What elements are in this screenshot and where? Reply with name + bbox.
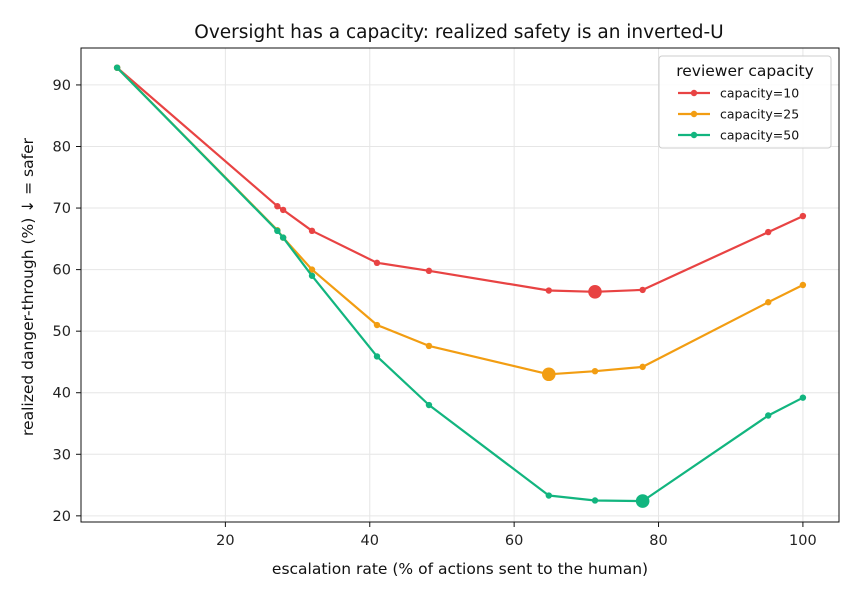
legend-label: capacity=10 <box>720 86 799 101</box>
data-point <box>425 267 433 275</box>
data-point <box>765 228 772 236</box>
data-point <box>591 497 599 504</box>
legend-title: reviewer capacity <box>676 62 814 80</box>
data-point <box>591 367 599 375</box>
data-point <box>373 259 381 267</box>
data-point <box>274 227 281 235</box>
y-tick-label: 40 <box>53 386 71 402</box>
y-tick-label: 50 <box>53 324 71 340</box>
y-axis-label: realized danger-through (%) ↓ = safer <box>19 137 37 436</box>
data-point <box>373 321 381 329</box>
data-point <box>425 401 433 409</box>
legend-entry: capacity=50 <box>678 128 799 143</box>
data-point <box>545 492 552 499</box>
minimum-marker <box>588 284 602 299</box>
data-point <box>765 299 772 306</box>
data-point <box>799 394 807 401</box>
legend-entry: capacity=25 <box>678 107 799 122</box>
series-layer <box>113 64 807 508</box>
series-capacity-50 <box>113 64 807 508</box>
y-tick-label: 60 <box>53 263 71 279</box>
x-axis-label: escalation rate (% of actions sent to th… <box>272 560 648 578</box>
legend-label: capacity=25 <box>720 107 799 122</box>
ticks: 20 40 60 80 100 20 30 40 50 60 70 80 90 <box>53 78 817 549</box>
y-tick-label: 20 <box>53 509 71 525</box>
data-point <box>279 234 287 241</box>
data-point <box>425 342 433 350</box>
data-point <box>765 412 772 419</box>
x-tick-label: 60 <box>505 533 523 549</box>
x-tick-label: 20 <box>216 533 234 549</box>
legend-label: capacity=50 <box>720 128 799 143</box>
y-tick-label: 80 <box>53 139 71 155</box>
legend-swatch-marker <box>690 110 698 118</box>
x-tick-label: 40 <box>361 533 379 549</box>
plot-frame <box>80 47 840 523</box>
data-point <box>308 227 316 235</box>
data-point <box>639 363 646 371</box>
legend-box <box>658 55 832 149</box>
legend-entry: capacity=10 <box>678 86 799 101</box>
chart-title: Oversight has a capacity: realized safet… <box>194 22 723 43</box>
y-tick-label: 30 <box>53 447 71 463</box>
legend-swatch-marker <box>690 89 698 97</box>
data-point <box>639 286 646 294</box>
minimum-marker <box>635 494 650 508</box>
x-tick-label: 80 <box>649 533 667 549</box>
x-tick-label: 100 <box>789 533 817 549</box>
data-point <box>113 64 121 71</box>
data-point <box>799 281 807 289</box>
legend-swatch-marker <box>690 131 698 139</box>
data-point <box>308 272 316 279</box>
data-point <box>308 266 316 273</box>
y-tick-label: 90 <box>53 78 71 94</box>
data-point <box>799 212 807 220</box>
data-point <box>279 206 287 214</box>
series-capacity-10 <box>113 64 807 299</box>
y-tick-label: 70 <box>53 201 71 217</box>
data-point <box>545 287 552 294</box>
data-point <box>373 353 381 360</box>
minimum-marker <box>541 367 556 382</box>
legend: reviewer capacity capacity=10 capacity=25… <box>658 55 832 149</box>
data-point <box>274 203 281 210</box>
legend-entries: capacity=10 capacity=25 capacity=50 <box>678 86 799 143</box>
